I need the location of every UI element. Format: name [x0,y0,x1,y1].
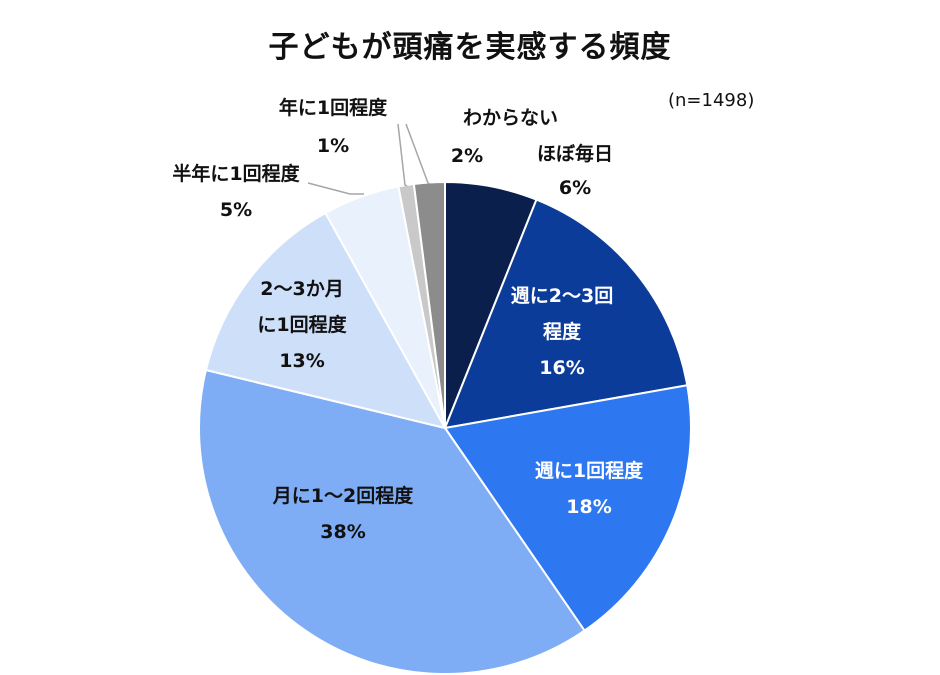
slice-label: 程度 [543,320,582,343]
leader-line [405,123,431,185]
leader-line [307,182,364,195]
slice-label: 半年に1回程度 [172,162,300,185]
leader-line [397,123,408,187]
slice-value-label: 16% [539,357,584,379]
slice-label: 週に2～3回 [511,285,613,307]
slice-label: ほぼ毎日 [537,142,613,165]
slice-label: に1回程度 [257,313,347,336]
slice-value-label: 6% [559,177,591,199]
slice-label: 月に1～2回程度 [272,484,414,507]
slice-label: わからない [463,107,558,129]
sample-size-note: (n=1498) [668,90,755,111]
pie-slice [443,198,689,430]
pie-slice [412,180,446,429]
slice-value-label: 38% [320,521,365,543]
slice-value-label: 5% [220,199,252,221]
slice-label: 年に1回程度 [279,96,388,119]
pie-slice [443,384,692,633]
slice-value-label: 13% [279,350,324,372]
slice-value-label: 1% [317,135,349,157]
pie-slice [198,368,586,675]
slice-label: 週に1回程度 [535,459,644,482]
slice-value-label: 18% [566,496,611,518]
pie-slice [204,211,447,430]
chart-title: 子どもが頭痛を実感する頻度 [268,30,672,65]
slice-value-label: 2% [451,145,483,167]
slice-label: 2～3か月 [260,278,343,300]
